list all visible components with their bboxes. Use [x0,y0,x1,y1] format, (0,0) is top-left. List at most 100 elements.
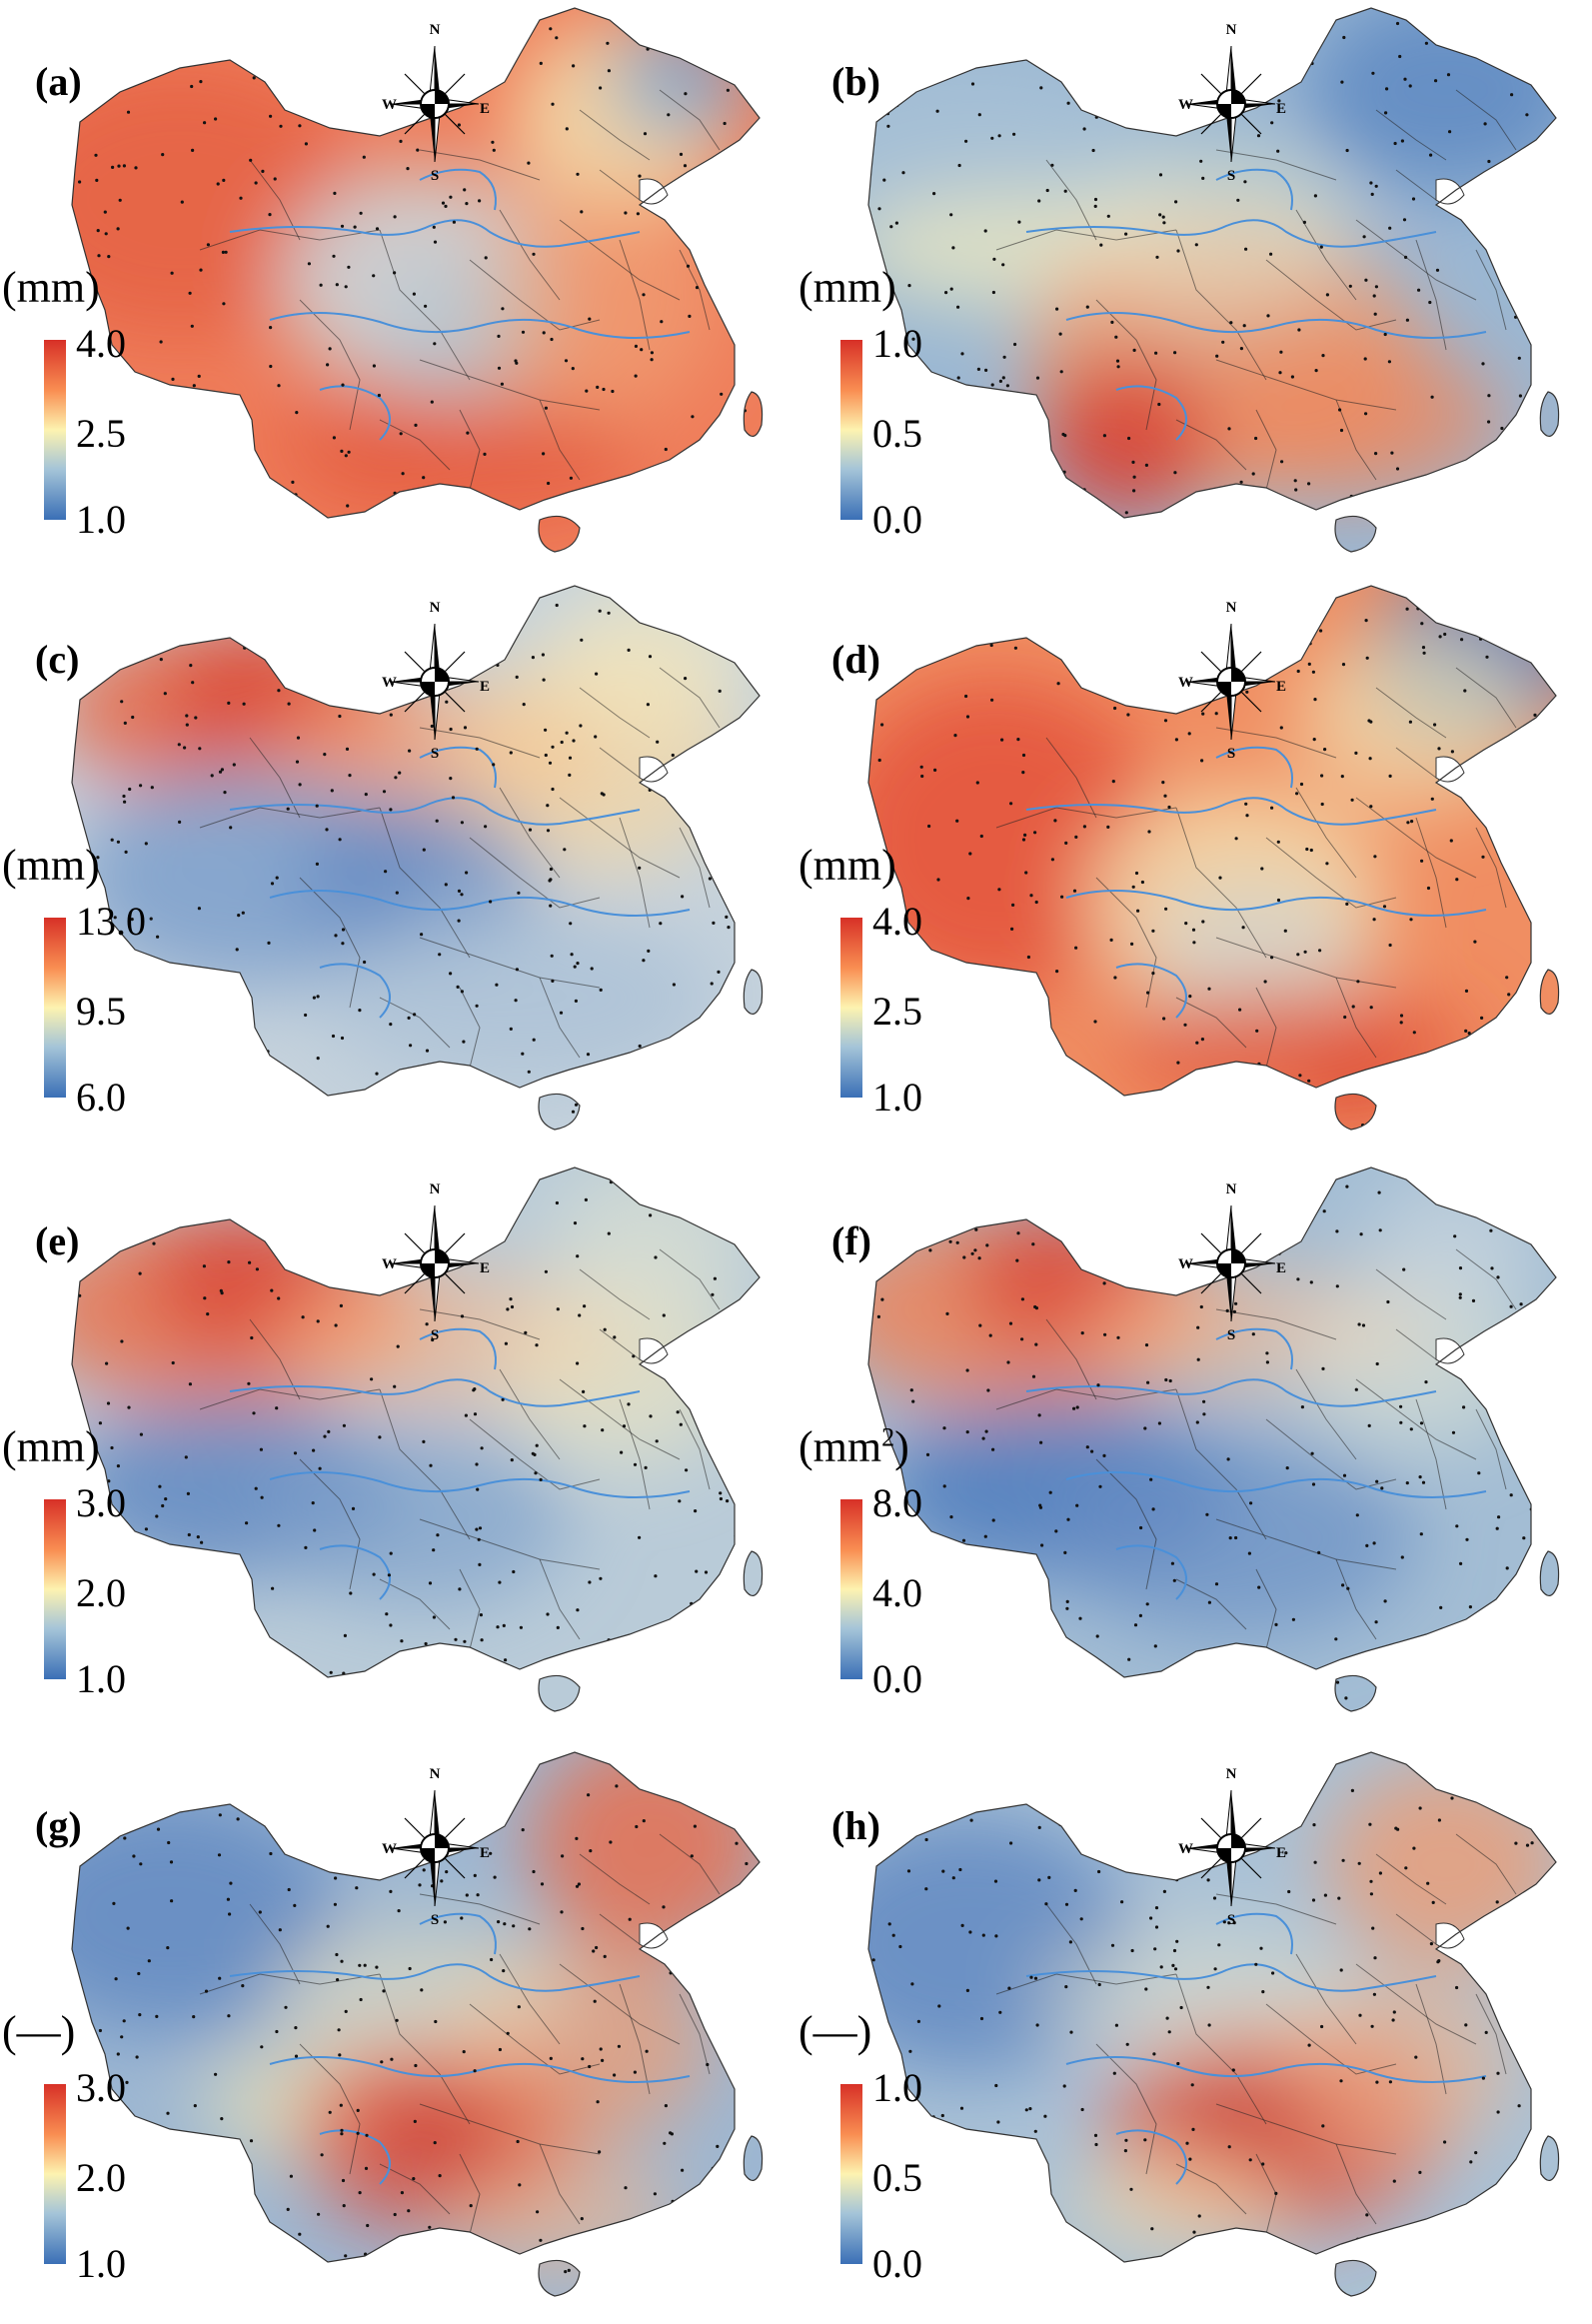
station-dot [337,2028,341,2032]
station-dot [1369,720,1373,724]
station-dot [1132,475,1136,479]
station-dot [385,1612,389,1616]
station-dot [1388,2080,1392,2084]
station-dot [989,505,993,509]
province-border [1335,399,1377,481]
station-dot [258,1910,262,1914]
station-dot [330,653,334,657]
station-dot [891,1933,895,1937]
station-dot [466,431,470,435]
province-border [1095,2043,1157,2175]
station-dot [1008,1601,1012,1605]
station-dot [1283,929,1287,933]
province-border [679,249,711,331]
station-dot [277,1523,281,1527]
colorbar [840,1499,862,1679]
station-dot [116,227,120,231]
station-dot [264,484,268,489]
station-dot [711,1292,715,1296]
station-dot [331,1034,336,1039]
station-dot [1429,153,1433,157]
station-dot [1463,689,1467,693]
province-border [379,997,451,1049]
station-dot [159,340,163,344]
station-dot [358,1009,362,1013]
station-dot [269,326,273,330]
station-dot [728,2057,733,2061]
station-dot [1530,1841,1534,1845]
station-dot [739,1576,744,1580]
station-dot [571,367,575,371]
station-dot [125,2080,129,2084]
station-dot [693,1191,697,1195]
station-dot [959,2106,964,2110]
station-dot [1021,753,1026,758]
station-dot [603,1954,607,1958]
station-dot [1509,1304,1513,1308]
station-dot [549,2056,553,2060]
station-dot [1503,1224,1507,1228]
hainan-outline [1334,515,1377,553]
station-dot [1026,1179,1030,1183]
station-dot [1520,175,1524,179]
station-dot [432,1615,436,1619]
station-dot [424,1641,428,1646]
station-dot [927,824,931,829]
station-dot [1533,1317,1537,1321]
station-dot [599,2047,603,2051]
station-dot [1339,428,1344,433]
station-dot [1339,2079,1343,2083]
station-dot [1075,1405,1079,1409]
station-dot [1033,1765,1038,1769]
station-dot [1317,1550,1321,1554]
station-dot [544,406,549,410]
station-dot [911,337,915,341]
station-dot [1403,77,1407,81]
station-dot [1167,124,1171,128]
station-dot [445,1870,449,1874]
station-dot [1009,1841,1013,1845]
station-dot [660,320,664,324]
unit-superscript: 2 [881,1422,895,1452]
station-dot [1131,460,1135,464]
station-dot [549,878,553,882]
station-dot [351,1506,356,1510]
station-dot [333,1902,337,1906]
station-dot [144,842,148,846]
station-dot [498,1580,502,1584]
station-dot [1251,472,1255,476]
station-dot [73,128,77,132]
station-dot [1507,993,1511,997]
station-dot [1035,2023,1039,2027]
station-dot [1270,806,1274,810]
station-dot [637,494,641,498]
hainan-outline [1334,1674,1377,1712]
station-dot [228,1912,232,1916]
station-dot [1033,1976,1038,1980]
station-dot [215,498,219,502]
station-dot [364,793,368,797]
station-dot [1474,2151,1478,2155]
station-dot [1202,1412,1206,1416]
station-dot [606,41,610,45]
station-dot [1307,662,1311,666]
station-dot [315,862,319,866]
province-border [539,977,581,1059]
station-dot [1437,1818,1441,1822]
station-dot [535,1443,539,1447]
station-dot [542,678,546,682]
station-dot [111,165,115,169]
station-dot [1026,955,1030,960]
station-dot [344,454,348,458]
station-dot [1073,1888,1077,1892]
station-dot [688,1789,692,1793]
station-dot [348,774,352,778]
station-dot [422,476,426,480]
station-dot [279,124,283,128]
province-border [599,747,641,779]
station-dot [457,889,462,893]
station-dot [726,1684,730,1688]
station-dot [1424,41,1428,45]
province-border [659,89,721,151]
station-dot [1340,775,1344,779]
